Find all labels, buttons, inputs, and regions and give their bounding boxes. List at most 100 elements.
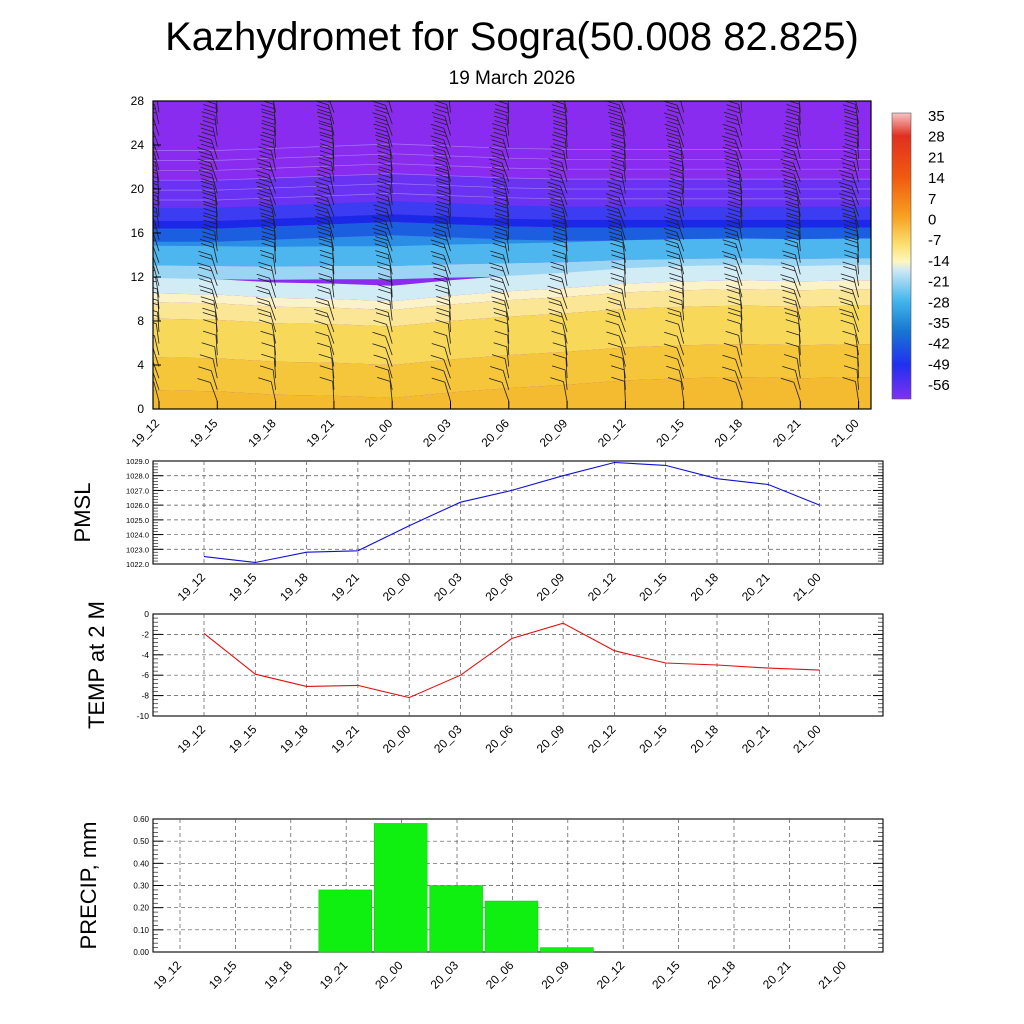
wind-barb xyxy=(724,273,743,298)
wind-barb xyxy=(314,320,335,344)
wind-barb xyxy=(314,204,335,229)
precip-y-tick-label: 0.40 xyxy=(133,859,149,868)
wind-barb xyxy=(376,146,393,171)
wind-barb xyxy=(200,296,218,321)
wind-barb xyxy=(198,169,218,194)
precip-x-tick-label: 20_09 xyxy=(538,958,572,992)
wind-barb xyxy=(431,343,451,367)
wind-barb xyxy=(433,331,451,356)
wind-barb xyxy=(840,273,859,298)
wind-barb xyxy=(550,261,568,286)
wind-barb xyxy=(843,342,859,367)
wind-barb xyxy=(153,347,160,367)
wind-barb xyxy=(198,366,218,390)
wind-barb xyxy=(782,181,801,205)
pmsl-y-tick-label: 1026.0 xyxy=(126,501,149,510)
wind-barb xyxy=(200,180,218,205)
wind-barb xyxy=(786,215,801,240)
wind-barb xyxy=(786,330,801,356)
wind-barb xyxy=(255,181,276,206)
wind-barb xyxy=(547,170,568,194)
wind-barb xyxy=(153,129,160,148)
x-tick-label: 20_21 xyxy=(770,416,804,450)
wind-barb xyxy=(197,158,218,182)
wind-barb xyxy=(433,101,451,125)
colorbar-label: 0 xyxy=(928,212,936,229)
wind-barb xyxy=(669,284,685,309)
pmsl-x-tick-label: 21_00 xyxy=(790,570,824,604)
wind-barb xyxy=(435,203,451,229)
wind-barb xyxy=(677,101,685,113)
wind-barb xyxy=(727,192,743,217)
wind-barb xyxy=(843,134,859,159)
temp-x-tick-label: 20_15 xyxy=(636,722,670,756)
precip-y-tick-label: 0.50 xyxy=(133,837,149,846)
wind-barb xyxy=(488,158,510,182)
wind-barb xyxy=(666,365,685,390)
x-tick-label: 20_12 xyxy=(595,416,629,450)
wind-barb xyxy=(373,354,393,379)
wind-barb xyxy=(505,101,510,113)
wind-barb xyxy=(669,273,685,298)
wind-barb xyxy=(724,158,743,182)
wind-barb xyxy=(552,122,568,148)
wind-barb xyxy=(663,228,685,252)
wind-barb xyxy=(491,354,510,379)
wind-barb xyxy=(843,249,859,275)
wind-barb xyxy=(665,250,685,275)
wind-barb xyxy=(785,319,801,344)
wind-barb xyxy=(610,273,626,298)
wind-barb xyxy=(489,147,510,171)
wind-barb xyxy=(325,101,335,113)
wind-barb xyxy=(726,101,743,125)
wind-barb xyxy=(842,215,859,240)
wind-barb xyxy=(372,331,393,356)
wind-barb xyxy=(664,331,685,356)
wind-barb xyxy=(488,378,510,402)
x-tick-label: 19_18 xyxy=(245,416,279,450)
wind-barb xyxy=(609,123,626,148)
wind-barb xyxy=(608,169,626,194)
wind-barb xyxy=(431,227,451,252)
wind-barb xyxy=(785,342,801,367)
wind-barb xyxy=(616,101,626,113)
wind-barb xyxy=(663,343,685,367)
wind-barb xyxy=(258,261,276,286)
warm-band xyxy=(153,377,871,409)
wind-barb xyxy=(725,331,743,356)
wind-barb xyxy=(605,320,626,344)
wind-barb xyxy=(314,181,335,206)
wind-barb xyxy=(721,135,743,159)
precip-y-tick-label: 0.30 xyxy=(133,882,149,891)
isotherm-line xyxy=(153,173,871,181)
wind-barb xyxy=(436,192,451,217)
wind-barb xyxy=(552,226,568,252)
wind-barb xyxy=(377,169,393,194)
wind-barb xyxy=(430,251,451,275)
wind-barb xyxy=(491,238,510,263)
temp-x-tick-label: 19_12 xyxy=(175,722,209,756)
wind-barb xyxy=(153,265,160,286)
wind-barb xyxy=(316,111,335,136)
wind-barb xyxy=(606,181,626,206)
wind-barb xyxy=(314,296,335,321)
wind-barb xyxy=(796,101,801,113)
wind-barb xyxy=(490,135,510,159)
y-tick-label: 8 xyxy=(137,314,144,328)
wind-barb xyxy=(839,308,859,333)
x-tick-label: 20_18 xyxy=(712,416,746,450)
wind-barb xyxy=(494,330,510,356)
wind-barb xyxy=(372,227,393,252)
colorbar-label: -49 xyxy=(928,356,950,373)
cool-band xyxy=(153,258,871,280)
wind-barb xyxy=(493,307,510,333)
pmsl-y-tick-label: 1023.0 xyxy=(126,545,149,554)
wind-barb xyxy=(201,111,218,136)
pmsl-x-tick-label: 20_06 xyxy=(482,570,516,604)
wind-barb xyxy=(372,343,393,367)
precip-x-tick-label: 19_21 xyxy=(317,958,351,992)
wind-barb xyxy=(256,273,276,298)
precip-x-tick-label: 20_15 xyxy=(649,958,683,992)
wind-barb xyxy=(375,134,393,159)
pmsl-y-tick-label: 1025.0 xyxy=(126,516,149,525)
